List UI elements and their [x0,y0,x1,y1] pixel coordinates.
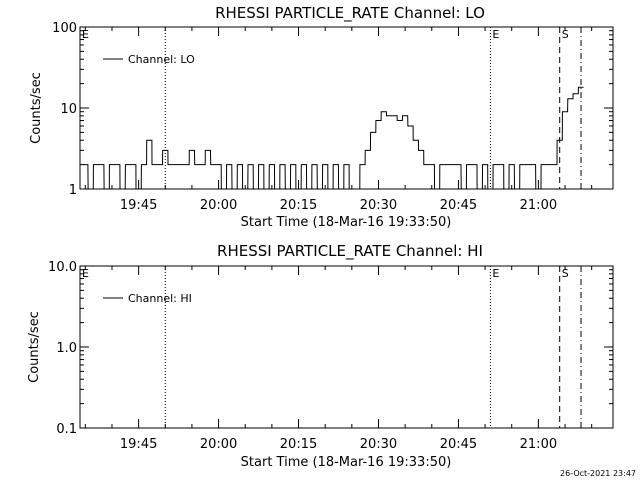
lo-y-axis-label: Counts/sec [29,72,44,144]
hi-chart-title: RHESSI PARTICLE_RATE Channel: HI [217,242,483,261]
lo-series-group [82,86,584,190]
hi-y-axis-label: Counts/sec [27,311,42,383]
lo-x-tick-label: 20:30 [360,198,397,213]
lo-x-tick-label: 20:00 [200,198,237,213]
lo-x-tick-label: 20:15 [280,198,317,213]
lo-marker-label: E [492,28,499,41]
hi-x-tick-label: 20:00 [200,437,237,452]
lo-y-axis: 1 10 100 [52,21,613,198]
lo-series-line [82,86,584,190]
lo-x-axis: 19:45 20:00 20:15 20:30 20:45 21:00 [84,27,593,213]
hi-marker-label: E [82,267,89,280]
hi-x-tick-label: 20:30 [360,437,397,452]
hi-marker-label: E [492,267,499,280]
lo-channel-panel: RHESSI PARTICLE_RATE Channel: LO 110100 … [29,4,614,230]
hi-x-axis: 19:45 20:00 20:15 20:30 20:45 21:00 [84,266,593,452]
lo-chart-title: RHESSI PARTICLE_RATE Channel: LO [215,4,485,23]
hi-legend-label: Channel: HI [128,292,192,305]
hi-x-tick-label: 21:00 [520,437,557,452]
footer-timestamp: 26-Oct-2021 23:47 [560,469,636,478]
hi-x-tick-label: 20:15 [280,437,317,452]
hi-y-tick-label: 0.1 [56,422,77,437]
hi-y-tick-label: 10.0 [48,260,77,275]
lo-x-tick-label: 21:00 [520,198,557,213]
lo-marker-label: S [562,28,569,41]
lo-y-tick-label: 100 [52,21,77,36]
lo-legend-label: Channel: LO [128,53,195,66]
hi-x-axis-label: Start Time (18-Mar-16 19:33:50) [241,455,452,470]
lo-x-tick-label: 19:45 [120,198,157,213]
lo-x-axis-label: Start Time (18-Mar-16 19:33:50) [241,215,452,230]
lo-marker-label: E [82,28,89,41]
hi-plot-frame [79,265,614,429]
lo-x-tick-label: 20:45 [440,198,477,213]
hi-channel-panel: RHESSI PARTICLE_RATE Channel: HI 0.1 1.0 1… [27,242,614,470]
hi-y-axis: 0.1 1.0 10.0 [48,260,613,437]
hi-marker-label: S [562,267,569,280]
hi-x-tick-label: 20:45 [440,437,477,452]
lo-y-tick-label: 1 [69,183,77,198]
hi-y-tick-label: 1.0 [56,341,77,356]
hi-x-tick-label: 19:45 [120,437,157,452]
lo-y-tick-label: 10 [60,102,77,117]
